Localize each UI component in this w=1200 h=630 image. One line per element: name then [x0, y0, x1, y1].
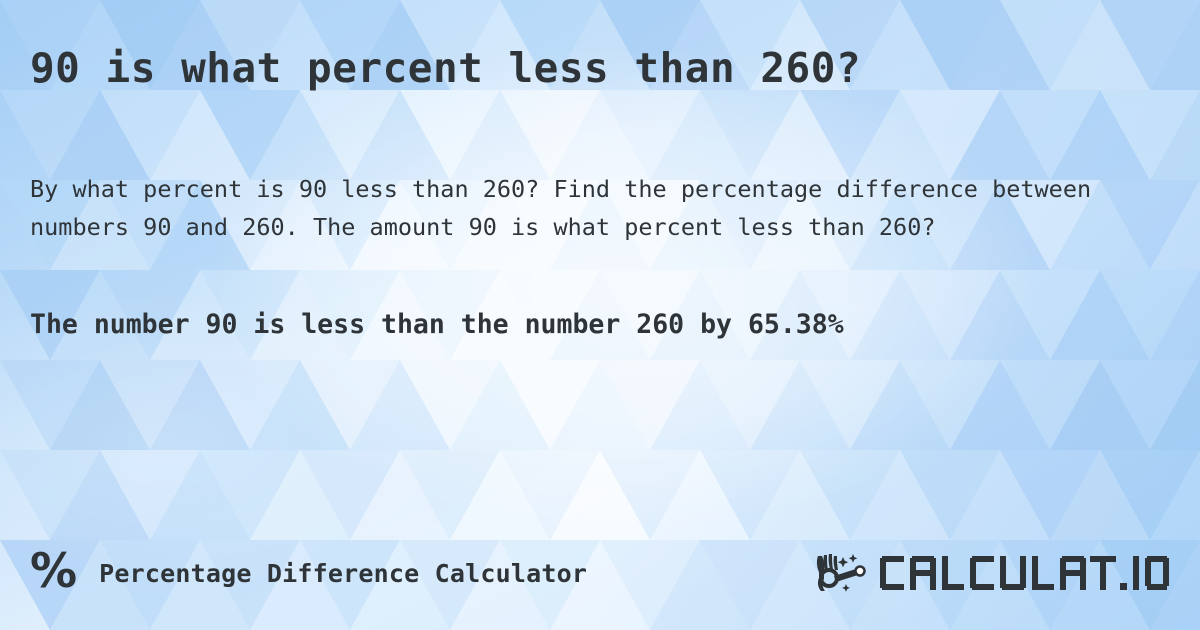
- page-title: 90 is what percent less than 260?: [30, 44, 862, 92]
- answer-statement: The number 90 is less than the number 26…: [30, 308, 844, 340]
- footer-calculator-label: Percentage Difference Calculator: [99, 558, 588, 588]
- percent-icon: %: [30, 544, 78, 599]
- footer-brand-left: % Percentage Difference Calculator: [30, 544, 588, 599]
- site-logo[interactable]: [812, 551, 1170, 595]
- footer-bar: % Percentage Difference Calculator: [0, 544, 1200, 602]
- brand-wordmark: [880, 552, 1170, 594]
- question-description: By what percent is 90 less than 260? Fin…: [30, 175, 1092, 242]
- hand-wand-icon: [812, 551, 870, 595]
